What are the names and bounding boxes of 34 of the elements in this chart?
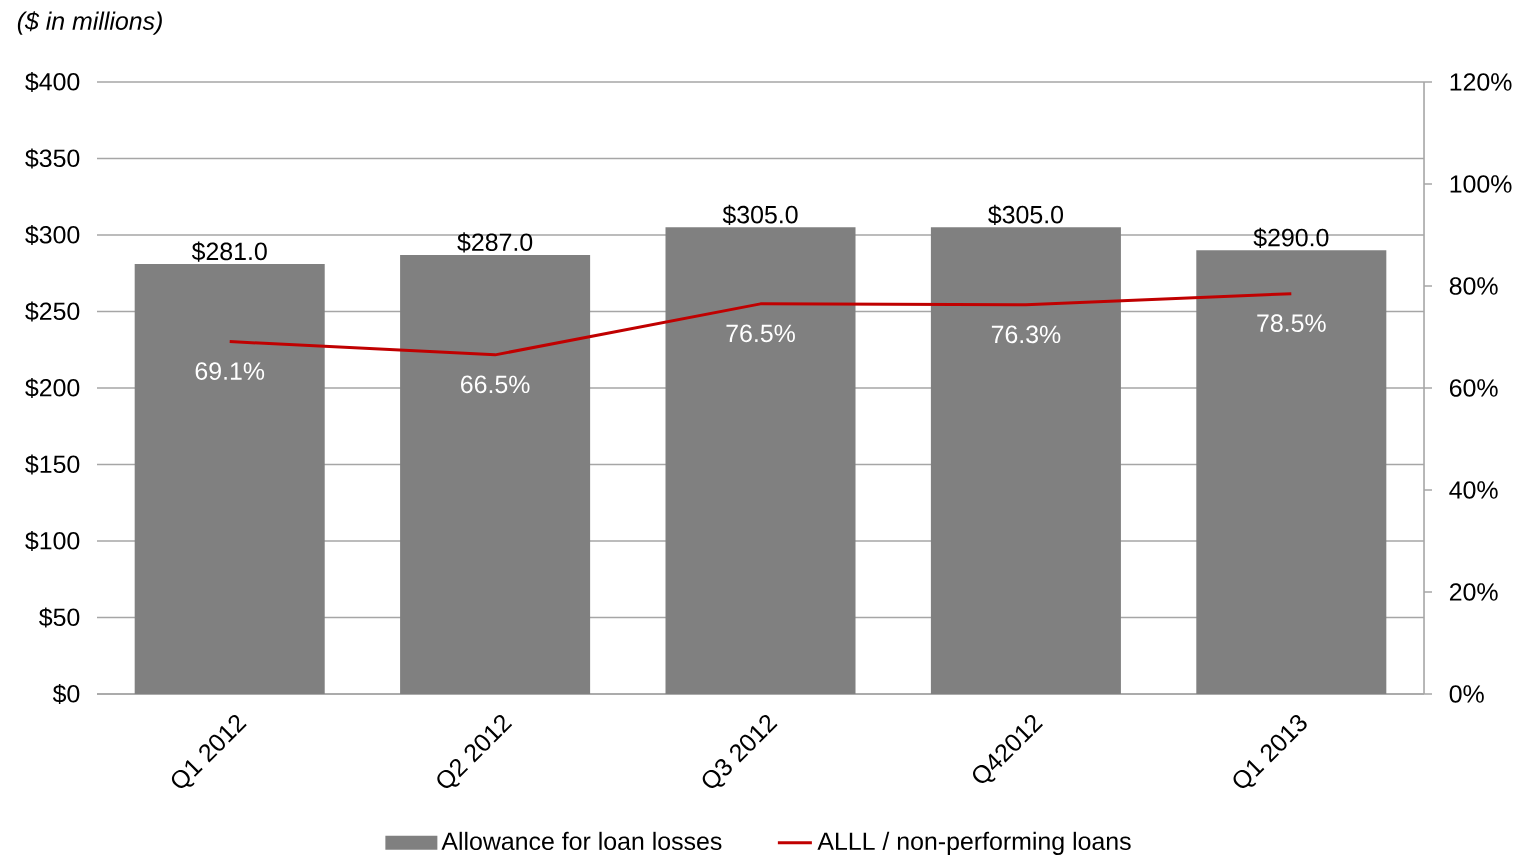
bar bbox=[665, 227, 856, 694]
y2-tick-label: 120% bbox=[1450, 73, 1512, 91]
data-label: $281.0 bbox=[191, 241, 267, 262]
bar bbox=[400, 254, 591, 694]
y-tick-label: $400 bbox=[25, 71, 80, 93]
y-tick-label: $50 bbox=[39, 607, 80, 628]
y-axis-title: ($ in millions) bbox=[17, 11, 162, 35]
legend-label: Allowance for loan losses bbox=[441, 831, 722, 851]
data-label: 76.5% bbox=[726, 324, 795, 343]
data-label: 76.3% bbox=[991, 325, 1061, 344]
y2-tick-label: 40% bbox=[1449, 481, 1498, 499]
data-label: 66.5% bbox=[461, 375, 530, 394]
y2-tick-label: 0% bbox=[1449, 685, 1484, 703]
y-tick-label: $100 bbox=[25, 530, 80, 552]
y-tick-label: $350 bbox=[25, 148, 80, 169]
data-label: 69.1% bbox=[195, 362, 265, 380]
y-tick-label: $0 bbox=[52, 683, 80, 705]
bar bbox=[1196, 250, 1387, 694]
y-tick-label: $250 bbox=[25, 301, 80, 322]
data-label: $290.0 bbox=[1253, 227, 1329, 248]
data-label: $305.0 bbox=[722, 204, 798, 225]
y2-tick-label: 80% bbox=[1449, 277, 1498, 295]
y-tick-label: $300 bbox=[25, 224, 80, 246]
legend-label: ALLL / non-performing loans bbox=[817, 831, 1131, 856]
bar bbox=[134, 264, 325, 694]
data-label: 78.5% bbox=[1257, 314, 1326, 332]
y2-tick-label: 20% bbox=[1449, 583, 1498, 601]
y-tick-label: $150 bbox=[25, 454, 80, 475]
data-label: $305.0 bbox=[988, 204, 1064, 225]
y-tick-label: $200 bbox=[25, 377, 80, 399]
bar bbox=[930, 227, 1121, 694]
data-label: $287.0 bbox=[457, 232, 533, 253]
y2-tick-label: 100% bbox=[1450, 175, 1512, 193]
y2-tick-label: 60% bbox=[1449, 379, 1498, 397]
